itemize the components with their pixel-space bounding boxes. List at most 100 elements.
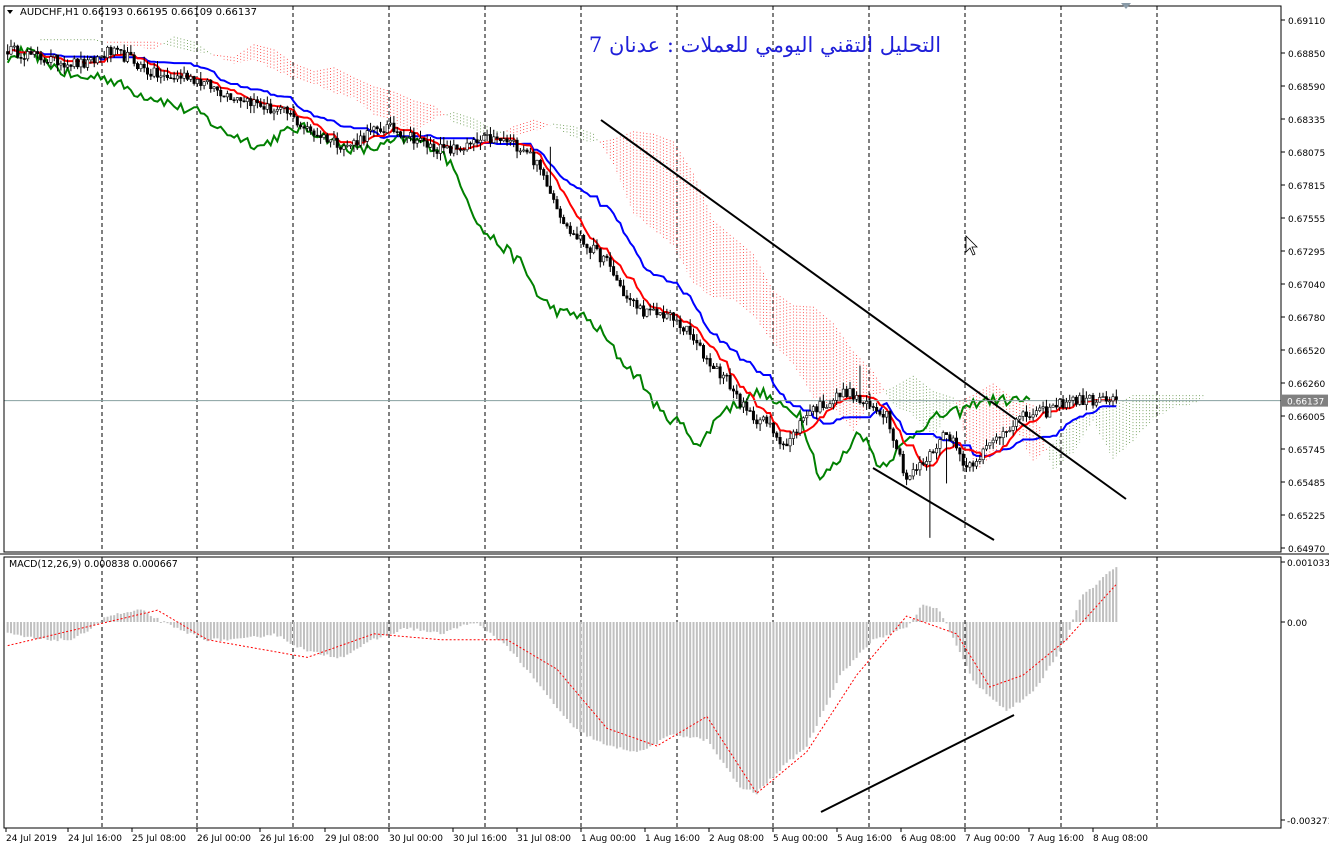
- candle-body: [565, 223, 569, 227]
- candle-body: [795, 431, 799, 434]
- candle-body: [968, 462, 972, 468]
- candle-body: [478, 139, 482, 143]
- candle-body: [515, 139, 519, 152]
- candle-body: [245, 98, 249, 102]
- candle-body: [96, 56, 100, 64]
- macd-bar: [649, 622, 652, 747]
- macd-bar: [76, 622, 79, 636]
- candle-body: [978, 459, 982, 462]
- candle-body: [352, 140, 356, 146]
- macd-bar: [599, 622, 602, 742]
- candle-body: [375, 126, 379, 130]
- macd-bar: [259, 622, 262, 638]
- candle-body: [339, 147, 343, 150]
- macd-bar: [945, 622, 948, 624]
- macd-bar: [109, 615, 112, 622]
- macd-bar: [672, 622, 675, 735]
- macd-bar: [123, 612, 126, 622]
- candle-body: [165, 74, 169, 78]
- dropdown-icon[interactable]: [7, 10, 13, 14]
- y-tick-label: 0.68335: [1288, 116, 1325, 126]
- candle-body: [312, 130, 316, 136]
- macd-bar: [16, 622, 19, 635]
- chikou-span-line: [6, 44, 1031, 481]
- candle-body: [116, 47, 120, 50]
- y-tick-label: 0.65745: [1288, 446, 1325, 456]
- candle-body: [675, 319, 679, 322]
- macd-bar: [439, 622, 442, 635]
- candle-body: [525, 149, 529, 153]
- candle-body: [32, 51, 36, 55]
- macd-bar: [675, 622, 678, 736]
- candle-body: [718, 366, 722, 379]
- candle-body: [485, 134, 489, 136]
- macd-bar: [1065, 622, 1068, 641]
- candle-body: [981, 448, 985, 460]
- candle-body: [745, 401, 749, 411]
- candle-body: [382, 131, 386, 133]
- macd-bar: [476, 622, 479, 624]
- candle-body: [185, 72, 189, 80]
- candle-body: [119, 49, 123, 51]
- candle-body: [42, 59, 46, 63]
- macd-bar: [153, 618, 156, 622]
- candle-body: [22, 58, 26, 60]
- macd-bar: [399, 622, 402, 630]
- candle-body: [76, 58, 80, 68]
- candle-body: [1064, 401, 1068, 408]
- candle-body: [1071, 396, 1075, 401]
- candle-body: [112, 47, 116, 56]
- macd-bar: [1115, 567, 1118, 622]
- chart-title: التحليل التقني اليومي للعملات : عدنان 7: [589, 33, 941, 58]
- candle-body: [46, 62, 50, 64]
- macd-bar: [243, 622, 246, 638]
- candle-body: [292, 113, 296, 118]
- candle-body: [555, 199, 559, 210]
- macd-bar: [845, 622, 848, 669]
- macd-bar: [549, 622, 552, 699]
- macd-bar: [922, 604, 925, 622]
- macd-bar: [316, 622, 319, 652]
- macd-bar: [536, 622, 539, 683]
- candle-body: [1054, 404, 1058, 408]
- y-tick-label: 0.69110: [1288, 17, 1325, 27]
- candle-body: [169, 77, 173, 79]
- macd-bar: [436, 622, 439, 632]
- candle-body: [685, 325, 689, 332]
- candle-body: [935, 448, 939, 454]
- macd-bar: [422, 622, 425, 631]
- macd-bar: [682, 622, 685, 738]
- candle-body: [765, 416, 769, 424]
- macd-bar: [639, 622, 642, 751]
- scroll-marker-icon[interactable]: [1121, 3, 1131, 9]
- candle-body: [648, 308, 652, 311]
- macd-bar: [189, 622, 192, 633]
- macd-bar: [36, 622, 39, 640]
- candle-body: [665, 313, 669, 319]
- macd-bar: [219, 622, 222, 641]
- candle-body: [788, 438, 792, 447]
- macd-bar: [702, 622, 705, 741]
- candle-body: [362, 135, 366, 142]
- macd-bar: [609, 622, 612, 746]
- candle-body: [472, 139, 476, 145]
- macd-bar: [396, 622, 399, 633]
- macd-bar: [559, 622, 562, 712]
- macd-bar: [1092, 587, 1095, 622]
- candle-body: [335, 137, 339, 148]
- candle-body: [838, 392, 842, 398]
- candle-body: [6, 51, 10, 55]
- macd-bar: [299, 622, 302, 647]
- macd-bar: [602, 622, 605, 745]
- macd-bar: [263, 622, 266, 637]
- candle-body: [488, 134, 492, 143]
- candle-body: [552, 193, 556, 200]
- macd-bar: [229, 622, 232, 640]
- macd-bar: [213, 622, 216, 639]
- candle-body: [622, 285, 626, 297]
- candle-body: [891, 428, 895, 441]
- macd-bar: [116, 613, 119, 622]
- macd-bar: [43, 622, 46, 639]
